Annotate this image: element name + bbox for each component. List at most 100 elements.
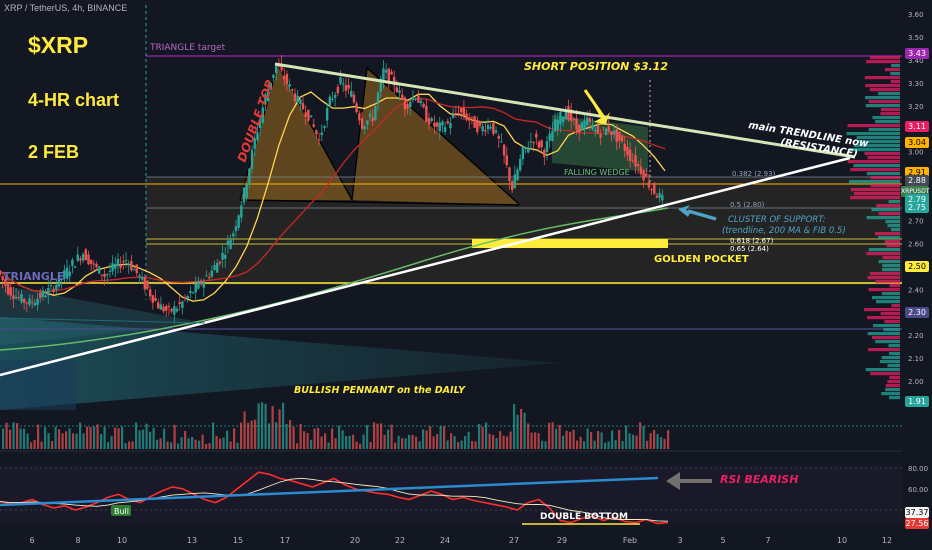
- candle-body: [328, 96, 332, 106]
- volume-bar: [219, 438, 222, 449]
- rsi-pane: [0, 471, 669, 525]
- candle-body: [478, 121, 482, 126]
- volume-profile-bar: [891, 228, 900, 232]
- volume-bar: [586, 428, 589, 449]
- volume-bar: [117, 428, 120, 449]
- candle-body: [347, 84, 350, 89]
- volume-bar: [618, 429, 621, 449]
- candle-body: [95, 263, 98, 268]
- volume-profile-bar: [854, 192, 900, 196]
- price-axis-label: 3.40: [908, 57, 924, 65]
- volume-bar: [194, 439, 197, 449]
- candle-body: [317, 139, 321, 141]
- candle-body: [84, 249, 88, 261]
- candle-body: [433, 122, 436, 127]
- volume-bar: [607, 441, 610, 449]
- candle-body: [92, 263, 96, 265]
- volume-bar: [257, 403, 260, 449]
- candle-body: [146, 280, 149, 289]
- candle-body: [256, 132, 259, 141]
- time-axis-label: 3: [677, 536, 682, 545]
- volume-bar: [58, 429, 61, 449]
- rsi-signal-line: [0, 477, 669, 522]
- rsi-axis-label: 60.00: [908, 486, 928, 494]
- candle-body: [186, 295, 189, 299]
- candle-body: [274, 63, 278, 74]
- volume-profile-bar: [887, 380, 900, 384]
- support-arrow: [678, 205, 716, 219]
- volume-bar: [345, 436, 348, 449]
- candle-body: [583, 120, 586, 130]
- volume-profile-bar: [867, 316, 900, 320]
- volume-profile-bar: [878, 260, 900, 264]
- volume-bar: [527, 423, 530, 449]
- price-axis-label: 2.70: [908, 217, 924, 225]
- candle-body: [411, 96, 415, 100]
- volume-bar: [299, 423, 302, 449]
- candle-body: [602, 127, 605, 129]
- symbol-header: XRP / TetherUS, 4h, BINANCE: [4, 3, 128, 13]
- candle-body: [492, 122, 495, 134]
- candle-body: [535, 133, 538, 138]
- candle-body: [165, 306, 168, 311]
- candle-body: [403, 97, 407, 110]
- candle-body: [127, 264, 130, 266]
- candle-body: [366, 120, 369, 125]
- volume-bar: [628, 433, 631, 449]
- time-axis-label: 15: [233, 536, 243, 545]
- candle-body: [108, 270, 112, 272]
- volume-bar: [478, 424, 481, 449]
- volume-bar: [415, 436, 418, 449]
- price-axis-label: 2.00: [908, 378, 924, 386]
- volume-bar: [572, 429, 575, 449]
- candle-body: [272, 74, 275, 78]
- volume-profile-bar: [882, 264, 900, 268]
- candle-body: [138, 275, 141, 277]
- candle-body: [462, 107, 466, 117]
- candle-body: [473, 116, 476, 128]
- candle-body: [143, 277, 146, 289]
- fib-065-label: 0.65 (2.64): [730, 245, 769, 253]
- triangle-shape: [0, 285, 205, 345]
- price-tag: 2.50: [905, 260, 929, 272]
- volume-bar: [457, 442, 460, 449]
- volume-bar: [331, 428, 334, 449]
- candle-body: [41, 290, 45, 297]
- candle-body: [427, 118, 431, 125]
- candle-body: [612, 130, 616, 135]
- volume-profile-bar: [869, 272, 900, 276]
- candle-body: [569, 109, 573, 122]
- candle-body: [36, 298, 39, 305]
- volume-bar: [418, 441, 421, 449]
- candle-body: [623, 144, 626, 151]
- volume-bar: [2, 428, 5, 449]
- candle-body: [106, 274, 109, 276]
- candle-body: [417, 95, 420, 103]
- candle-body: [124, 260, 128, 262]
- volume-profile-bar: [868, 348, 900, 352]
- volume-bar: [61, 433, 64, 449]
- volume-bar: [439, 425, 442, 449]
- volume-bar: [250, 420, 253, 449]
- volume-bar: [201, 434, 204, 449]
- candle-body: [513, 174, 517, 189]
- rsi-tag: 37.37: [905, 507, 929, 519]
- candle-body: [60, 278, 63, 280]
- candle-body: [561, 116, 565, 123]
- volume-bar: [464, 436, 467, 449]
- volume-profile-bar: [872, 116, 900, 120]
- candle-body: [376, 92, 380, 105]
- candle-body: [588, 118, 592, 122]
- volume-bar: [124, 443, 127, 449]
- bull-label: Bull: [114, 507, 129, 516]
- bullish-pennant-dark-shape: [0, 360, 76, 410]
- candle-body: [344, 84, 348, 91]
- candle-body: [170, 308, 173, 312]
- volume-bar: [233, 428, 236, 449]
- volume-bar: [254, 419, 257, 449]
- volume-bar: [551, 422, 554, 449]
- volume-bar: [114, 427, 117, 449]
- volume-bar: [51, 441, 54, 449]
- time-axis: 6 8 10 13 15 17 20 22 24 27 29 Feb 3 5 7 10 12: [29, 536, 892, 545]
